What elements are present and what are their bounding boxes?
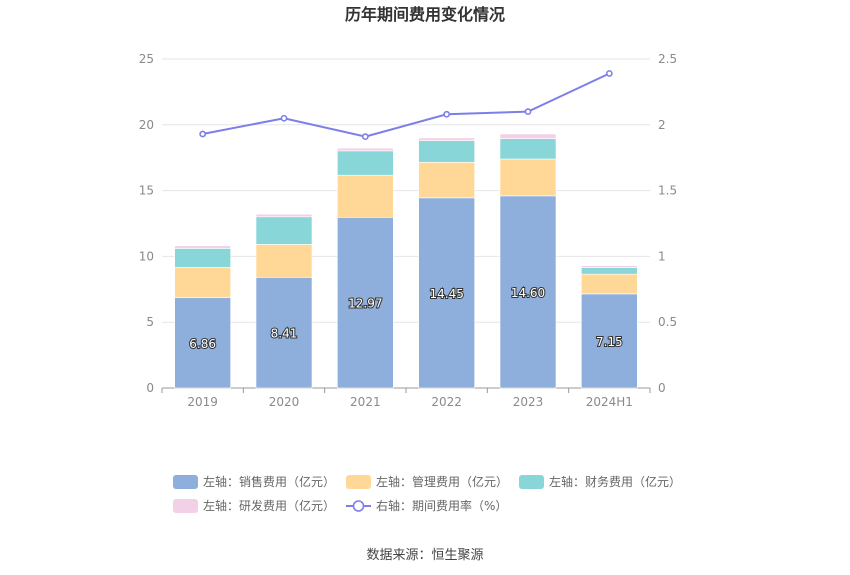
legend-item[interactable]: 右轴：期间费用率（%）	[346, 498, 507, 513]
legend-label: 右轴：期间费用率（%）	[376, 498, 507, 513]
legend-label: 左轴：财务费用（亿元）	[549, 474, 681, 489]
right-tick-label: 0.5	[658, 315, 677, 329]
left-tick-label: 25	[139, 52, 154, 66]
legend-item[interactable]: 左轴：研发费用（亿元）	[173, 498, 335, 513]
legend-label: 左轴：研发费用（亿元）	[203, 498, 335, 513]
right-tick-label: 0	[658, 381, 666, 395]
bar-value-label: 6.86	[189, 337, 216, 351]
rate-line-path	[202, 72, 610, 138]
grid	[162, 58, 650, 323]
x-tick-label: 2024H1	[586, 395, 633, 409]
legend-item[interactable]: 左轴：管理费用（亿元）	[346, 474, 508, 489]
bar-segment	[337, 150, 394, 176]
legend-label: 左轴：管理费用（亿元）	[376, 474, 508, 489]
bar-segment	[499, 158, 557, 197]
legend-marker	[352, 500, 365, 512]
bar-segment	[174, 297, 231, 389]
legend-label: 左轴：销售费用（亿元）	[203, 474, 335, 489]
legend-item[interactable]: 左轴：财务费用（亿元）	[519, 474, 681, 489]
source-note: 数据来源：恒生聚源	[366, 548, 483, 563]
x-tick-label: 2023	[513, 395, 544, 409]
bar-segment	[255, 216, 313, 245]
legend-swatch	[346, 475, 371, 489]
bar-segment	[418, 197, 475, 389]
right-tick-label: 2.5	[658, 52, 677, 66]
x-tick-label: 2021	[350, 395, 381, 409]
legend-swatch	[173, 475, 198, 489]
rate-point	[605, 70, 613, 77]
left-tick-label: 20	[139, 118, 154, 132]
bars	[174, 133, 638, 389]
rate-point	[361, 133, 369, 141]
legend-item[interactable]: 左轴：销售费用（亿元）	[173, 474, 335, 489]
bar-segment	[174, 248, 231, 268]
rate-point	[524, 108, 532, 116]
bar-segment	[581, 293, 638, 389]
bar-value-label: 14.45	[429, 287, 463, 301]
rate-point	[199, 130, 207, 138]
bar-segment	[581, 273, 638, 295]
legend-swatch	[519, 475, 544, 489]
bar-segment	[337, 174, 394, 218]
rate-point	[443, 110, 451, 118]
bar-segment	[581, 265, 638, 268]
right-tick-label: 2	[658, 118, 666, 132]
x-tick-label: 2019	[187, 395, 218, 409]
bar-segment	[337, 217, 394, 389]
axes: 0 5 10 15 20 25 0 0.5 1 1.5 2 2.5 2019 2020 2021 2022 20…	[139, 52, 677, 409]
legend-swatch	[173, 499, 198, 513]
bar-segment	[255, 277, 313, 389]
right-tick-label: 1	[658, 249, 666, 263]
chart-title: 历年期间费用变化情况	[345, 5, 505, 24]
bar-segment	[255, 244, 313, 278]
bar-value-label: 12.97	[348, 297, 382, 311]
x-tick-label: 2022	[431, 395, 462, 409]
bar-segment	[337, 147, 394, 152]
bar-value-label: 7.15	[596, 335, 623, 349]
rate-line	[199, 70, 613, 141]
bar-segment	[499, 195, 557, 389]
right-tick-label: 1.5	[658, 184, 677, 198]
rate-point	[280, 114, 288, 122]
left-tick-label: 5	[146, 315, 154, 329]
bar-segment	[499, 133, 557, 139]
data-labels: 6.86 8.41 12.97 14.45 14.60 7.15	[188, 285, 623, 352]
bar-segment	[174, 245, 231, 249]
bar-segment	[255, 213, 313, 218]
legend[interactable]: 左轴：销售费用（亿元） 左轴：管理费用（亿元） 左轴：财务费用（亿元） 左轴：研发费用…	[173, 474, 681, 513]
left-tick-label: 0	[146, 381, 154, 395]
left-tick-label: 15	[139, 184, 154, 198]
x-tick-label: 2020	[269, 395, 300, 409]
bar-segment	[418, 140, 475, 163]
bar-segment	[581, 267, 638, 275]
bar-segment	[418, 162, 475, 199]
left-tick-label: 10	[139, 249, 154, 263]
bar-value-label: 8.41	[271, 327, 298, 341]
bar-value-label: 14.60	[511, 286, 545, 300]
bar-segment	[174, 267, 231, 299]
bar-segment	[499, 138, 557, 160]
bar-segment	[418, 137, 475, 141]
